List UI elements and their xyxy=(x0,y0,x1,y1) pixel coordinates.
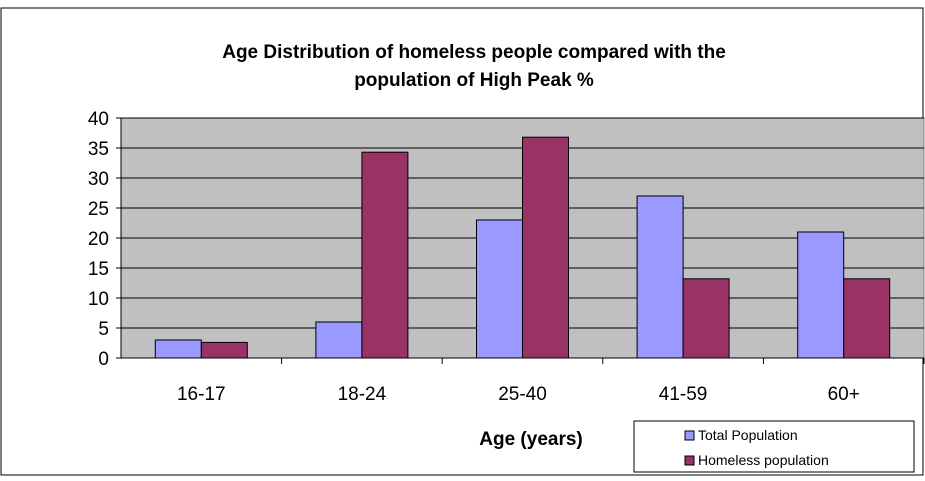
y-tick-labels: 0 5 10 15 20 25 30 35 40 xyxy=(88,109,109,370)
legend-label-homeless-population: Homeless population xyxy=(698,452,829,468)
bar-total-population-60+ xyxy=(797,231,845,359)
x-tick-label: 18-24 xyxy=(338,384,387,405)
y-tick-label: 25 xyxy=(88,199,109,220)
bar-total-population-41-59 xyxy=(636,195,684,359)
legend-swatch-total-population xyxy=(684,430,695,441)
y-tick-label: 15 xyxy=(88,259,109,280)
x-tick-label: 25-40 xyxy=(498,384,547,405)
y-tick-label: 40 xyxy=(88,109,109,130)
legend: Total Population Homeless population xyxy=(633,420,915,473)
bar-homeless-population-25-40 xyxy=(522,136,569,359)
x-tick-label: 41-59 xyxy=(659,384,708,405)
bar-homeless-population-18-24 xyxy=(361,151,409,359)
bar-homeless-population-41-59 xyxy=(682,278,730,359)
x-tick-labels: 16-17 18-24 25-40 41-59 60+ xyxy=(177,358,925,405)
legend-label-total-population: Total Population xyxy=(698,427,798,443)
x-tick-label: 60+ xyxy=(828,384,860,405)
bar-homeless-population-16-17 xyxy=(200,341,248,359)
chart-title-line-2: population of High Peak % xyxy=(354,70,594,91)
chart-title-line-1: Age Distribution of homeless people comp… xyxy=(222,42,726,63)
bar-total-population-25-40 xyxy=(476,219,523,359)
y-tick-label: 10 xyxy=(88,289,109,310)
bar-total-population-18-24 xyxy=(315,321,363,359)
legend-box xyxy=(633,420,915,473)
bars xyxy=(154,136,891,359)
x-axis-label: Age (years) xyxy=(479,429,583,450)
y-tick-label: 0 xyxy=(98,349,109,370)
y-tick-label: 20 xyxy=(88,229,109,250)
y-tick-label: 30 xyxy=(88,169,109,190)
bar-total-population-16-17 xyxy=(154,339,202,359)
x-tick-label: 16-17 xyxy=(177,384,226,405)
axes xyxy=(120,118,924,359)
bar-homeless-population-60+ xyxy=(843,278,891,359)
legend-swatch-homeless-population xyxy=(684,455,695,466)
y-tick-label: 35 xyxy=(88,139,109,160)
y-tick-label: 5 xyxy=(98,319,109,340)
